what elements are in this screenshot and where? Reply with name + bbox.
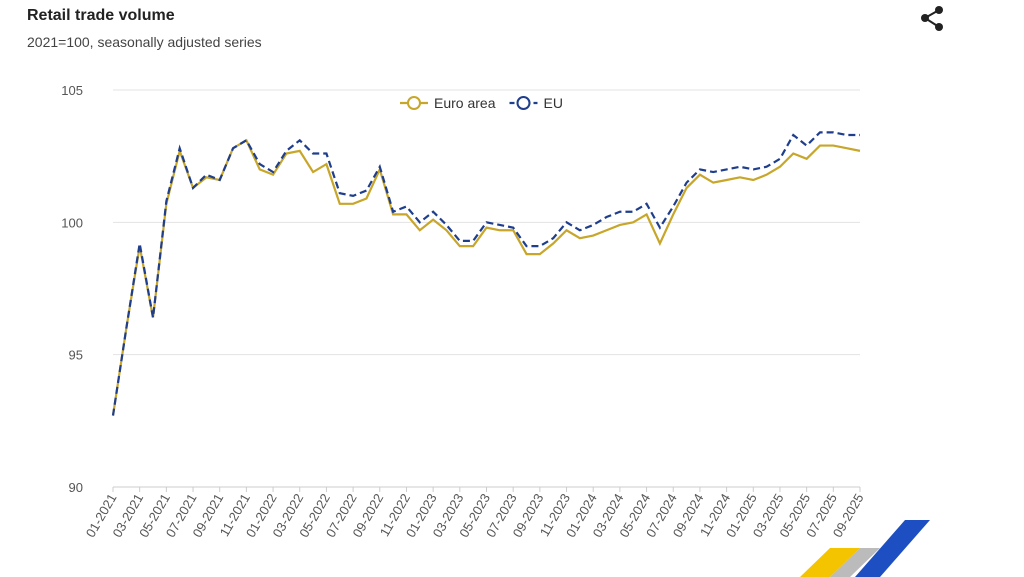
legend-label: Euro area: [434, 95, 496, 111]
legend-label: EU: [543, 95, 562, 111]
logo: [800, 520, 930, 577]
legend-marker: [516, 96, 531, 110]
series-line: [111, 131, 860, 416]
y-tick-label: 100: [61, 215, 83, 230]
y-tick-label: 95: [69, 348, 83, 363]
series-line: [111, 138, 861, 416]
legend-marker: [407, 96, 421, 110]
y-tick-label: 105: [61, 83, 83, 98]
chart-subtitle: 2021=100, seasonally adjusted series: [27, 34, 262, 50]
y-tick-label: 90: [69, 480, 83, 495]
chart-title: Retail trade volume: [27, 7, 175, 24]
share-icon[interactable]: [921, 6, 943, 31]
